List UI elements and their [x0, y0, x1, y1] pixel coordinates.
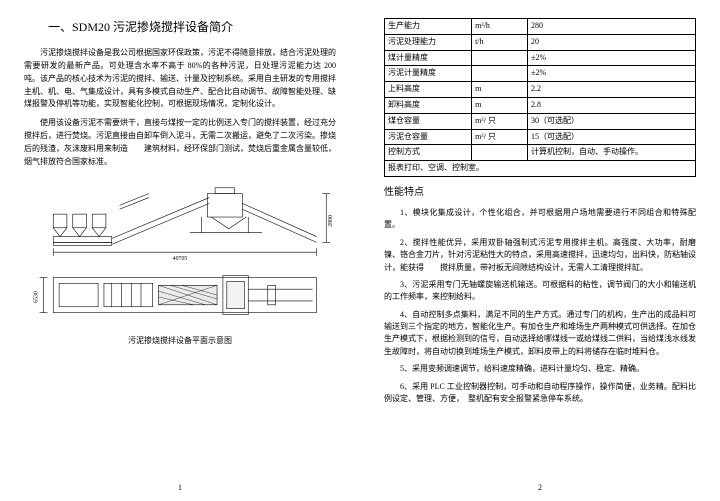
table-cell: 280 [528, 19, 696, 35]
page-right: 生产能力m³/h280污泥处理能力t/h20煤计量精度±2%污泥计量精度±2%上… [360, 0, 720, 501]
table-cell: 计算机控制，自动、手动操作。 [528, 145, 696, 161]
table-cell: m [472, 97, 528, 113]
table-row: 报表打印、空调、控制室。 [385, 161, 696, 177]
table-row: 污泥计量精度 ±2% [385, 66, 696, 82]
dim-40705: 40705 [173, 256, 188, 262]
dim-6530: 6530 [34, 291, 40, 303]
table-cell: 控制方式 [385, 145, 472, 161]
spec-table: 生产能力m³/h280污泥处理能力t/h20煤计量精度±2%污泥计量精度±2%上… [384, 18, 696, 177]
table-cell [472, 145, 528, 161]
table-cell: 卸料高度 [385, 97, 472, 113]
table-cell: ±2% [528, 66, 696, 82]
page-number-left: 1 [0, 482, 360, 495]
page-left: 一、SDM20 污泥掺烧搅拌设备简介 污泥掺烧搅拌设备是我公司根据国家环保政策，… [0, 0, 360, 501]
dim-2800: 2800 [328, 215, 334, 227]
table-row: 污泥处理能力t/h20 [385, 34, 696, 50]
feature-item: 2、搅拌性能优异，采用双卧轴强制式污泥专用搅拌主机。高强度、大功率，耐磨镍、铬合… [384, 237, 696, 274]
features-heading: 性能特点 [384, 185, 696, 201]
table-cell: t/h [472, 34, 528, 50]
table-cell: 污泥仓容量 [385, 129, 472, 145]
table-cell: m³/h [472, 19, 528, 35]
table-row: 煤计量精度 ±2% [385, 50, 696, 66]
table-cell: 生产能力 [385, 19, 472, 35]
table-row: 控制方式 计算机控制，自动、手动操作。 [385, 145, 696, 161]
table-cell: 15（可选配） [528, 129, 696, 145]
table-row: 污泥仓容量m³/ 只15（可选配） [385, 129, 696, 145]
paragraph-2: 使用该设备污泥不需要烘干，直接与煤按一定的比例送入专门的搅拌装置，经过充分搅拌后… [24, 117, 336, 168]
table-cell: m [472, 82, 528, 98]
table-cell: m³/ 只 [472, 129, 528, 145]
feature-item: 6、采用 PLC 工业控制器控制，可手动和自动程序操作，操作简便，业务精。配料比… [384, 381, 696, 406]
table-cell [472, 50, 528, 66]
page-title: 一、SDM20 污泥掺烧搅拌设备简介 [48, 18, 336, 37]
table-cell: 煤仓容量 [385, 113, 472, 129]
table-cell: 2.2 [528, 82, 696, 98]
table-cell: 2.8 [528, 97, 696, 113]
table-cell [472, 66, 528, 82]
table-cell: ±2% [528, 50, 696, 66]
feature-item: 4、自动控制多点集料，满足不同的生产方式。通过专门的机构，生产出的成品料可输送到… [384, 309, 696, 359]
table-cell: 煤计量精度 [385, 50, 472, 66]
feature-item: 3、污泥采用专门无轴螺旋输送机输送。可根据料的粘性，调节阀门的大小和输送机的工作… [384, 279, 696, 304]
table-row: 生产能力m³/h280 [385, 19, 696, 35]
feature-item: 5、采用变频调速调节，给料速度精确，进料计量均匀、稳定、精确。 [384, 363, 696, 375]
diagram-caption: 污泥掺烧搅拌设备平面示意图 [24, 335, 336, 348]
equipment-diagram: 40705 2800 6530 [24, 180, 336, 326]
table-cell: 报表打印、空调、控制室。 [385, 161, 696, 177]
table-cell: 20 [528, 34, 696, 50]
table-row: 煤仓容量m³/ 只30（可选配） [385, 113, 696, 129]
table-cell: 污泥计量精度 [385, 66, 472, 82]
table-cell: m³/ 只 [472, 113, 528, 129]
paragraph-1: 污泥掺烧搅拌设备是我公司根据国家环保政策，污泥不得随意排放，结合污泥处理的需要研… [24, 47, 336, 111]
table-cell: 30（可选配） [528, 113, 696, 129]
feature-item: 1、模块化集成设计，个性化组合，并可根据用户场地需要进行不同组合和特殊配置。 [384, 207, 696, 232]
table-cell: 上料高度 [385, 82, 472, 98]
table-row: 上料高度m2.2 [385, 82, 696, 98]
table-cell: 污泥处理能力 [385, 34, 472, 50]
table-row: 卸料高度m2.8 [385, 97, 696, 113]
page-number-right: 2 [360, 482, 720, 495]
